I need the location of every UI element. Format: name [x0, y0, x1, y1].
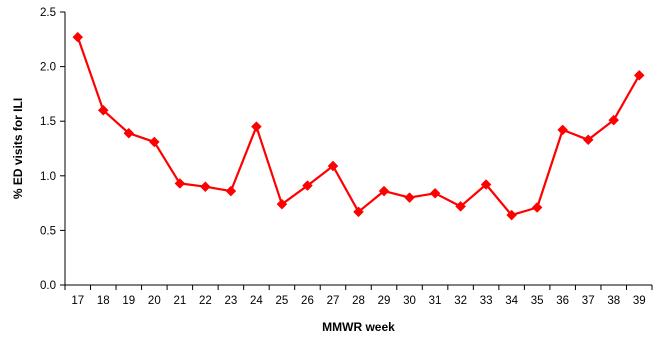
x-tick-label: 22: [199, 295, 212, 307]
x-tick-label: 21: [173, 295, 186, 307]
y-tick-label: 1.5: [40, 116, 56, 128]
x-tick-label: 29: [378, 295, 391, 307]
y-axis-label: % ED visits for ILI: [11, 98, 25, 199]
data-point-marker: [404, 192, 415, 203]
data-point-marker: [327, 160, 339, 172]
y-tick-label: 2.0: [40, 62, 56, 74]
y-tick-label: 0.5: [40, 225, 56, 237]
x-tick-label: 38: [607, 295, 620, 307]
x-tick-label: 20: [148, 295, 161, 307]
x-tick-label: 39: [633, 295, 646, 307]
data-point-marker: [531, 202, 543, 213]
x-tick-label: 18: [97, 295, 110, 307]
data-point-marker: [225, 185, 237, 197]
x-tick-label: 36: [556, 295, 569, 307]
data-point-marker: [429, 187, 441, 199]
x-tick-label: 25: [276, 295, 289, 307]
series-line: [76, 36, 641, 217]
x-axis-label: MMWR week: [322, 320, 395, 334]
x-tick-label: 32: [454, 295, 467, 307]
data-point-marker: [148, 136, 160, 148]
chart-axes: [64, 12, 652, 286]
data-point-marker: [72, 31, 84, 43]
data-point-marker: [480, 179, 492, 190]
data-point-marker: [174, 178, 186, 189]
x-axis-ticks: 17 18 19 20 21 22 23 24 25 26 27 28 29 30 31 32 33 34 35 36…: [64, 285, 653, 307]
x-tick-label: 26: [301, 295, 314, 307]
y-tick-label: 2.5: [40, 7, 56, 19]
data-point-marker: [200, 181, 211, 193]
x-tick-label: 35: [531, 295, 544, 307]
data-point-marker: [506, 209, 517, 221]
data-point-marker: [455, 201, 466, 212]
data-point-marker: [276, 198, 288, 210]
data-point-marker: [353, 206, 364, 218]
x-tick-label: 28: [352, 295, 365, 307]
x-tick-label: 33: [480, 295, 493, 307]
x-tick-label: 30: [403, 295, 416, 307]
series-markers: [72, 31, 645, 221]
x-tick-label: 17: [71, 295, 84, 307]
y-tick-label: 0.0: [40, 280, 56, 292]
data-point-marker: [378, 185, 390, 197]
x-tick-label: 23: [224, 295, 237, 307]
x-tick-label: 37: [582, 295, 595, 307]
data-point-marker: [557, 124, 569, 136]
data-point-marker: [633, 69, 645, 81]
data-point-marker: [123, 127, 135, 139]
data-point-marker: [97, 104, 109, 116]
data-point-marker: [302, 180, 313, 191]
x-tick-label: 24: [250, 295, 263, 307]
y-axis-ticks: 0.0 0.5 1.0 1.5 2.0 2.5: [40, 7, 65, 292]
x-tick-label: 34: [505, 295, 518, 307]
y-tick-label: 1.0: [40, 171, 56, 183]
data-point-marker: [582, 134, 594, 146]
x-tick-label: 31: [429, 295, 442, 307]
x-tick-label: 19: [122, 295, 135, 307]
data-point-marker: [251, 121, 262, 133]
data-point-marker: [608, 114, 620, 126]
x-tick-label: 27: [327, 295, 340, 307]
